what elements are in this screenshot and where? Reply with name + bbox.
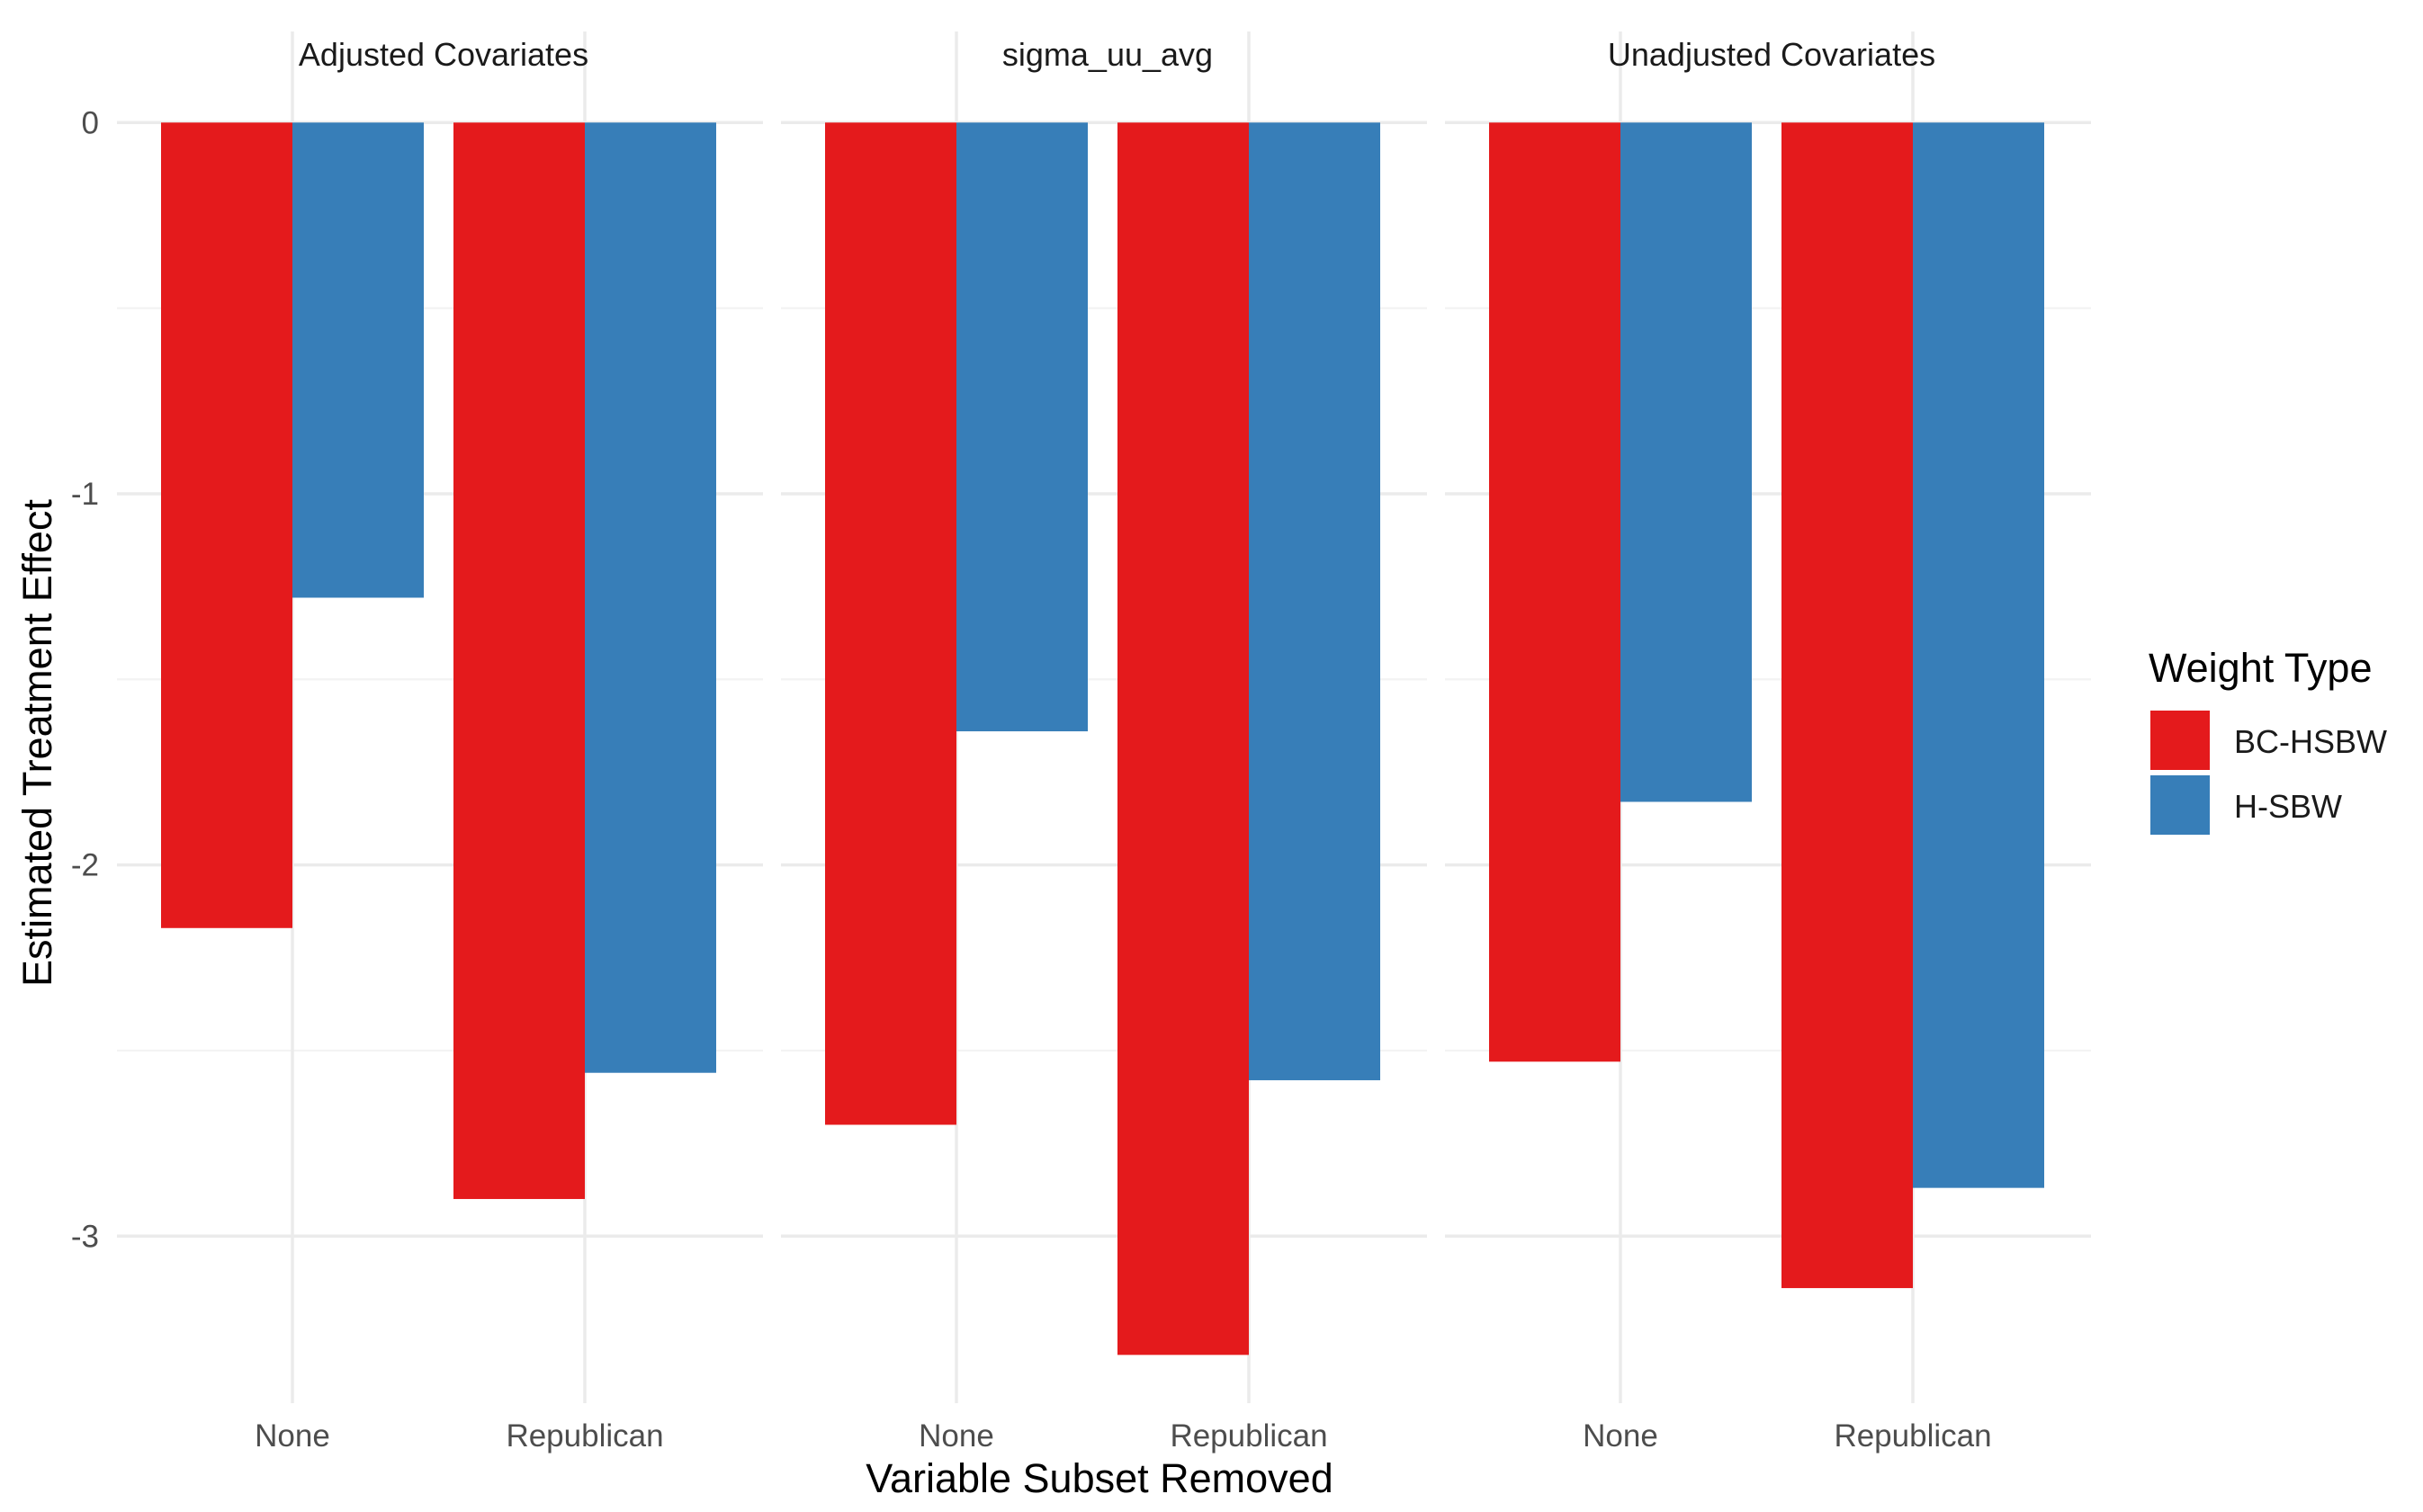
bar-sigma-uu-avg-none-h-sbw bbox=[956, 122, 1088, 732]
bar-adjusted-covariates-republican-bc-hsbw bbox=[453, 122, 585, 1200]
x-tick-label-unadjusted-covariates-none: None bbox=[1583, 1418, 1658, 1454]
bar-unadjusted-covariates-republican-h-sbw bbox=[1913, 122, 2044, 1188]
x-tick-label-unadjusted-covariates-republican: Republican bbox=[1834, 1418, 1991, 1454]
bar-adjusted-covariates-republican-h-sbw bbox=[585, 122, 716, 1073]
legend-label-bc-hsbw: BC-HSBW bbox=[2234, 723, 2387, 760]
y-tick-label: -1 bbox=[71, 477, 99, 512]
y-tick-label: 0 bbox=[82, 105, 99, 140]
bar-adjusted-covariates-none-h-sbw bbox=[292, 122, 424, 598]
bar-sigma-uu-avg-republican-bc-hsbw bbox=[1117, 122, 1249, 1355]
bar-unadjusted-covariates-none-h-sbw bbox=[1620, 122, 1752, 802]
y-tick-label: -3 bbox=[71, 1219, 99, 1254]
x-tick-label-adjusted-covariates-none: None bbox=[255, 1418, 330, 1454]
y-tick-label: -2 bbox=[71, 848, 99, 883]
x-tick-label-sigma-uu-avg-republican: Republican bbox=[1170, 1418, 1327, 1454]
bar-sigma-uu-avg-republican-h-sbw bbox=[1249, 122, 1380, 1080]
bar-layer bbox=[161, 122, 2044, 1355]
bar-unadjusted-covariates-none-bc-hsbw bbox=[1489, 122, 1620, 1062]
legend-key-h-sbw bbox=[2150, 775, 2210, 835]
facet-label-sigma-uu-avg: sigma_uu_avg bbox=[1002, 36, 1213, 73]
legend: Weight Type BC-HSBW H-SBW bbox=[2149, 645, 2387, 835]
legend-label-h-sbw: H-SBW bbox=[2234, 788, 2342, 825]
facet-label-unadjusted-covariates: Unadjusted Covariates bbox=[1608, 36, 1935, 73]
y-axis-title: Estimated Treatment Effect bbox=[14, 499, 60, 987]
facet-label-adjusted-covariates: Adjusted Covariates bbox=[299, 36, 588, 73]
text-layer: None Republican Adjusted Covariates None Rep… bbox=[71, 36, 1992, 1454]
bar-sigma-uu-avg-none-bc-hsbw bbox=[825, 122, 956, 1125]
x-tick-label-adjusted-covariates-republican: Republican bbox=[506, 1418, 663, 1454]
x-tick-label-sigma-uu-avg-none: None bbox=[919, 1418, 994, 1454]
bar-adjusted-covariates-none-bc-hsbw bbox=[161, 122, 292, 928]
legend-key-bc-hsbw bbox=[2150, 711, 2210, 770]
bar-unadjusted-covariates-republican-bc-hsbw bbox=[1781, 122, 1913, 1289]
x-axis-title: Variable Subset Removed bbox=[866, 1455, 1333, 1501]
legend-title: Weight Type bbox=[2149, 645, 2373, 691]
